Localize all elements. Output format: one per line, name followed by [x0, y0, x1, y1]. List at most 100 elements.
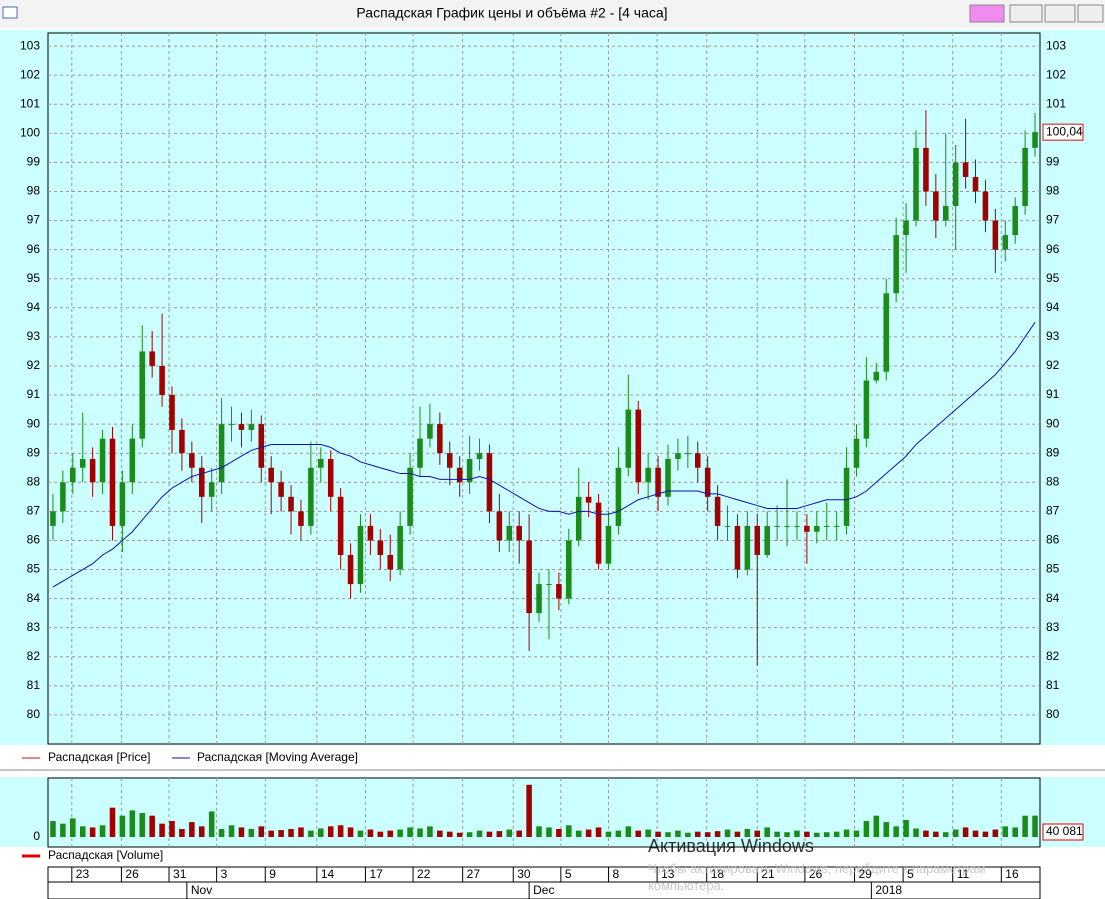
close-button[interactable]	[1077, 4, 1104, 23]
candle-body	[70, 467, 76, 483]
month-label: Dec	[533, 883, 554, 897]
minimize-button[interactable]	[1009, 4, 1043, 23]
candle-body	[179, 429, 185, 454]
candle-body	[585, 496, 592, 503]
candle-body	[962, 162, 969, 177]
candle-body	[833, 525, 840, 527]
candle-body	[337, 496, 344, 555]
candle-body	[208, 482, 215, 497]
candle-body	[814, 525, 820, 532]
window-title: Распадская График цены и объёма #2 - [4 …	[356, 5, 667, 21]
candle-body	[724, 525, 731, 527]
volume-bar	[79, 826, 86, 837]
y-tick-label-right: 91	[1046, 387, 1060, 401]
title-bar	[0, 0, 1105, 28]
candle-body	[417, 438, 423, 468]
candle-body	[843, 467, 850, 526]
volume-bar	[377, 831, 384, 837]
x-tick-label: 14	[321, 867, 335, 881]
restore-button[interactable]	[1044, 4, 1076, 23]
volume-bar	[337, 825, 344, 837]
pin-button[interactable]	[969, 4, 1005, 23]
x-tick-label: 17	[369, 867, 383, 881]
candle-body	[1032, 132, 1038, 148]
candle-body	[754, 525, 761, 555]
candle-body	[318, 459, 324, 468]
y-tick-label-right: 89	[1046, 445, 1060, 459]
candle-body	[903, 220, 909, 236]
volume-bar	[466, 832, 473, 837]
y-tick-label-right: 82	[1046, 649, 1060, 663]
legend-label: Распадская [Moving Average]	[197, 750, 358, 764]
volume-bar	[1002, 826, 1009, 837]
candle-body	[853, 438, 860, 468]
y-tick-label: 93	[27, 329, 41, 343]
candle-body	[942, 206, 949, 221]
volume-bar	[169, 821, 175, 837]
y-tick-label: 103	[20, 38, 40, 52]
x-tick-label: 13	[661, 867, 675, 881]
candle-body	[536, 584, 542, 614]
volume-bar	[952, 829, 959, 837]
y-tick-label: 101	[20, 96, 40, 110]
candle-body	[595, 502, 602, 564]
volume-bar	[685, 832, 691, 837]
candle-body	[198, 467, 205, 497]
x-tick-label: 26	[809, 867, 823, 881]
volume-bar	[288, 829, 294, 837]
x-tick-label: 26	[125, 867, 139, 881]
x-tick-label: 5	[907, 867, 914, 881]
candle-body	[456, 467, 463, 483]
volume-panel	[0, 777, 1105, 847]
x-tick-label: 18	[711, 867, 725, 881]
candle-body	[496, 511, 503, 541]
moving-average-line	[52, 322, 1036, 588]
candle-body	[397, 525, 403, 570]
volume-bar	[367, 829, 374, 837]
x-axis-frame	[47, 866, 1041, 899]
volume-bar	[675, 830, 681, 837]
y-tick-label-right: 87	[1046, 504, 1060, 518]
volume-bar	[605, 831, 612, 837]
y-tick-label: 99	[27, 155, 41, 169]
candle-body	[685, 453, 691, 455]
volume-bar	[506, 829, 513, 837]
candle-body	[238, 424, 245, 430]
candle-body	[863, 380, 870, 439]
candle-body	[804, 525, 810, 532]
volume-bar	[536, 826, 542, 837]
volume-bar	[814, 832, 820, 837]
y-tick-label: 100	[20, 125, 40, 139]
x-tick-label: 5	[565, 867, 572, 881]
y-tick-label-right: 86	[1046, 533, 1060, 547]
candle-body	[655, 467, 661, 497]
candle-body	[268, 467, 274, 483]
y-tick-label-right: 90	[1046, 416, 1060, 430]
price-plot-frame	[47, 32, 1041, 745]
candle-body	[476, 453, 483, 460]
volume-plot-frame	[47, 777, 1041, 848]
watermark-title: Активация Windows	[648, 836, 814, 856]
candle-body	[446, 453, 453, 468]
y-tick-label: 94	[27, 300, 41, 314]
volume-bar	[129, 810, 136, 837]
candle-body	[516, 525, 522, 541]
y-tick-label: 97	[27, 213, 41, 227]
candle-body	[50, 511, 56, 526]
y-tick-label: 95	[27, 271, 41, 285]
volume-bar	[387, 830, 394, 837]
y-tick-label: 0	[33, 829, 40, 843]
candle-body	[387, 554, 394, 570]
candle-body	[189, 453, 195, 468]
candle-body	[1022, 147, 1028, 207]
candle-body	[992, 220, 999, 250]
candle-body	[407, 467, 413, 526]
candle-body	[169, 395, 175, 430]
x-tick-label: 31	[173, 867, 187, 881]
volume-bar	[119, 815, 126, 837]
candle-body	[893, 235, 899, 294]
volume-bar	[228, 825, 235, 837]
volume-bar	[486, 831, 493, 837]
candle-body	[883, 293, 890, 372]
y-tick-label: 80	[27, 707, 41, 721]
